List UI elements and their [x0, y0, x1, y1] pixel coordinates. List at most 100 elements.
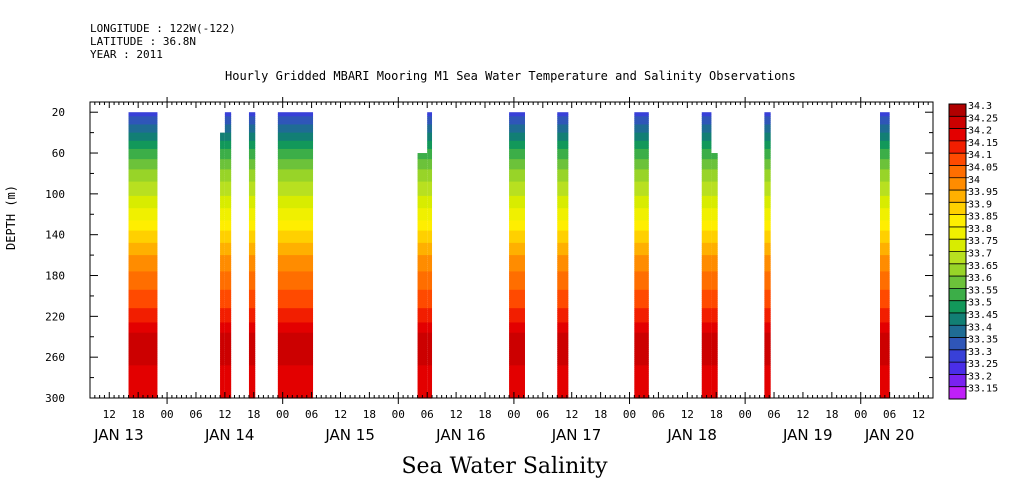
salinity-cell	[701, 295, 712, 299]
salinity-cell	[711, 273, 718, 277]
salinity-cell	[128, 146, 158, 150]
colorbar-label: 33.2	[968, 371, 992, 382]
salinity-cell	[128, 330, 158, 334]
salinity-cell	[248, 234, 256, 238]
salinity-cell	[711, 387, 718, 391]
salinity-cell	[220, 240, 225, 244]
salinity-cell	[701, 197, 712, 201]
salinity-cell	[224, 314, 232, 317]
salinity-cell	[711, 257, 718, 260]
salinity-cell	[417, 344, 428, 348]
salinity-cell	[764, 120, 771, 124]
salinity-cell	[417, 181, 428, 185]
salinity-cell	[224, 328, 232, 332]
salinity-cell	[711, 391, 718, 395]
salinity-cell	[634, 285, 649, 289]
salinity-cell	[764, 257, 771, 260]
salinity-cell	[711, 222, 718, 226]
salinity-cell	[248, 377, 256, 381]
salinity-cell	[220, 165, 225, 168]
salinity-cell	[880, 206, 890, 209]
salinity-cell	[277, 120, 314, 124]
salinity-cell	[880, 346, 890, 350]
salinity-cell	[634, 391, 649, 395]
salinity-cell	[248, 122, 256, 126]
salinity-cell	[128, 124, 158, 128]
salinity-cell	[417, 306, 428, 309]
salinity-cell	[220, 197, 225, 201]
salinity-cell	[277, 259, 314, 262]
salinity-cell	[711, 218, 718, 221]
salinity-cell	[701, 312, 712, 315]
salinity-cell	[634, 222, 649, 226]
salinity-cell	[711, 189, 718, 193]
salinity-cell	[248, 128, 256, 132]
salinity-cell	[880, 351, 890, 354]
salinity-cell	[220, 202, 225, 205]
salinity-cell	[634, 173, 649, 177]
salinity-cell	[128, 169, 158, 173]
salinity-cell	[248, 112, 256, 115]
salinity-cell	[634, 165, 649, 168]
salinity-cell	[634, 134, 649, 138]
salinity-cell	[224, 275, 232, 279]
salinity-cell	[427, 193, 433, 197]
salinity-cell	[220, 153, 225, 156]
salinity-cell	[128, 181, 158, 185]
salinity-cell	[764, 185, 771, 189]
salinity-cell	[220, 363, 225, 366]
salinity-cell	[509, 220, 525, 224]
salinity-cell	[557, 346, 569, 350]
colorbar-label: 33.95	[968, 187, 998, 198]
salinity-cell	[509, 265, 525, 268]
salinity-cell	[277, 322, 314, 326]
salinity-cell	[128, 134, 158, 138]
salinity-cell	[880, 308, 890, 311]
salinity-cell	[128, 165, 158, 168]
salinity-cell	[277, 389, 314, 393]
salinity-cell	[509, 240, 525, 244]
salinity-cell	[701, 240, 712, 244]
salinity-cell	[427, 395, 433, 399]
colorbar-label: 34.05	[968, 162, 998, 173]
salinity-cell	[711, 238, 718, 242]
salinity-cell	[220, 281, 225, 285]
salinity-cell	[509, 373, 525, 377]
salinity-cell	[509, 293, 525, 297]
salinity-cell	[128, 138, 158, 142]
salinity-cell	[764, 265, 771, 268]
salinity-cell	[557, 248, 569, 252]
salinity-cell	[509, 357, 525, 360]
salinity-cell	[701, 153, 712, 156]
salinity-cell	[277, 287, 314, 291]
salinity-cell	[634, 269, 649, 273]
salinity-cell	[557, 322, 569, 326]
salinity-cell	[224, 306, 232, 309]
colorbar-label: 34.1	[968, 150, 992, 161]
salinity-cell	[224, 122, 232, 126]
salinity-cell	[701, 320, 712, 324]
salinity-cell	[557, 185, 569, 189]
salinity-cell	[220, 330, 225, 334]
salinity-cell	[128, 353, 158, 356]
salinity-cell	[220, 351, 225, 354]
salinity-cell	[224, 163, 232, 166]
salinity-cell	[557, 218, 569, 221]
salinity-cell	[417, 238, 428, 242]
salinity-cell	[248, 246, 256, 250]
salinity-cell	[557, 271, 569, 275]
salinity-cell	[277, 226, 314, 230]
salinity-cell	[557, 181, 569, 185]
salinity-cell	[224, 277, 232, 281]
salinity-cell	[701, 230, 712, 234]
salinity-cell	[557, 375, 569, 379]
salinity-cell	[277, 218, 314, 221]
salinity-cell	[277, 199, 314, 203]
salinity-cell	[701, 373, 712, 377]
salinity-cell	[880, 216, 890, 219]
salinity-cell	[701, 238, 712, 242]
salinity-cell	[248, 206, 256, 209]
salinity-cell	[277, 267, 314, 270]
salinity-cell	[711, 263, 718, 266]
